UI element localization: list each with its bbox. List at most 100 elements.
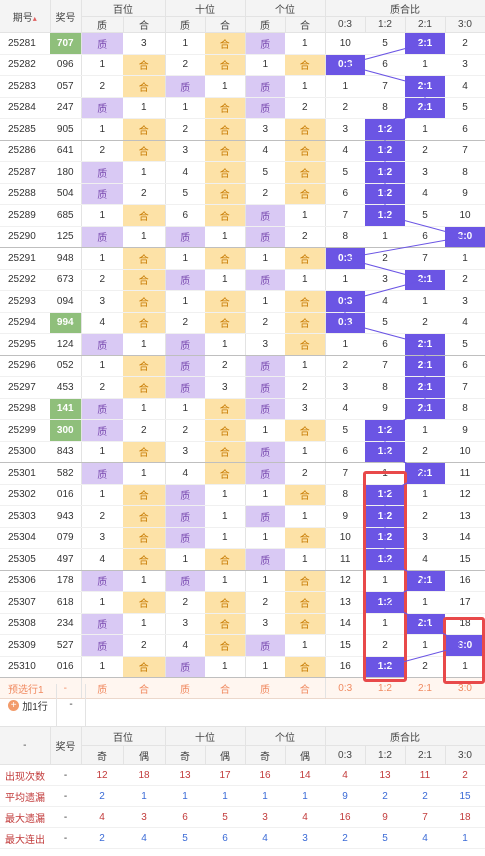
prize-number: 094 bbox=[50, 290, 81, 313]
composite-cell: 合 bbox=[285, 54, 325, 76]
composite-cell: 合 bbox=[123, 591, 165, 614]
prime-cell: 质 bbox=[244, 204, 285, 227]
issue-number: 25301 bbox=[0, 462, 50, 485]
sort-arrows-icon[interactable]: ▴ bbox=[32, 13, 37, 23]
ratio-hit-cell: 2:1 bbox=[405, 32, 445, 55]
prime-cell: 质 bbox=[164, 226, 205, 248]
omission-cell: 1 bbox=[285, 204, 325, 227]
stats-sub-header: 0:3 bbox=[325, 745, 366, 765]
composite-cell: 合 bbox=[285, 118, 325, 141]
ratio-omission-cell: 1 bbox=[405, 290, 445, 313]
stats-value: 3 bbox=[285, 827, 325, 849]
ratio-omission-cell: 3 bbox=[365, 269, 405, 291]
predict-row[interactable]: 预选行1- 质合质合质合 0:3 1:2 2:1 3:0 bbox=[0, 677, 485, 699]
omission-cell: 1 bbox=[123, 161, 165, 184]
predict-option[interactable]: 质 bbox=[165, 677, 205, 699]
predict-option[interactable]: 合 bbox=[205, 677, 245, 699]
ratio-omission-cell: 7 bbox=[324, 462, 365, 485]
composite-cell: 合 bbox=[285, 161, 325, 184]
composite-cell: 合 bbox=[205, 54, 245, 76]
ratio-omission-cell: 6 bbox=[445, 355, 485, 377]
ratio-hit-cell: 1:2 bbox=[365, 161, 405, 184]
table-row: 25286 641 2 合 3 合 4 合 4 1:2 2 7 bbox=[0, 140, 485, 162]
omission-cell: 1 bbox=[80, 54, 123, 76]
issue-number: 25292 bbox=[0, 269, 50, 291]
omission-cell: 1 bbox=[164, 32, 205, 55]
stats-value: 4 bbox=[123, 827, 165, 849]
prize-number: 685 bbox=[50, 204, 81, 227]
add-row-area: + 加1行 - bbox=[0, 684, 485, 727]
predict-option[interactable]: 2:1 bbox=[405, 677, 445, 699]
composite-cell: 合 bbox=[205, 312, 245, 334]
add-row-button[interactable]: + 加1行 bbox=[0, 684, 56, 726]
table-row: 25288 504 质 2 5 合 2 合 6 1:2 4 9 bbox=[0, 183, 485, 205]
stats-sub-header: 奇 bbox=[165, 745, 206, 765]
ratio-omission-cell: 14 bbox=[324, 613, 365, 635]
predict-option[interactable]: 质 bbox=[245, 677, 285, 699]
omission-cell: 3 bbox=[123, 32, 165, 55]
omission-cell: 2 bbox=[80, 376, 123, 399]
omission-cell: 1 bbox=[205, 75, 245, 98]
composite-cell: 合 bbox=[205, 118, 245, 141]
omission-cell: 1 bbox=[123, 462, 165, 485]
stats-value: 4 bbox=[325, 764, 365, 786]
table-row: 25296 052 1 合质 2 质 1 2 7 2:1 6 bbox=[0, 355, 485, 377]
issue-number: 25302 bbox=[0, 484, 50, 506]
predict-option[interactable]: 0:3 bbox=[324, 677, 365, 699]
ratio-hit-cell: 1:2 bbox=[365, 527, 405, 549]
omission-cell: 3 bbox=[244, 613, 285, 635]
table-row: 25294 994 4 合 2 合 2 合 0:3 5 2 4 bbox=[0, 312, 485, 334]
ratio-omission-cell: 15 bbox=[324, 634, 365, 657]
omission-cell: 1 bbox=[123, 333, 165, 356]
issue-number: 25288 bbox=[0, 183, 50, 205]
prize-number: 504 bbox=[50, 183, 81, 205]
prime-cell: 质 bbox=[80, 613, 123, 635]
add-row-label: 加1行 bbox=[22, 701, 48, 713]
omission-cell: 3 bbox=[164, 441, 205, 463]
composite-cell: 合 bbox=[123, 118, 165, 141]
ratio-omission-cell: 6 bbox=[405, 226, 445, 248]
ratio-omission-cell: 8 bbox=[324, 226, 365, 248]
prime-cell: 质 bbox=[164, 376, 205, 399]
ratio-omission-cell: 14 bbox=[445, 527, 485, 549]
prize-number: 905 bbox=[50, 118, 81, 141]
prize-number: 178 bbox=[50, 570, 81, 592]
prime-cell: 质 bbox=[164, 656, 205, 678]
prize-number: 618 bbox=[50, 591, 81, 614]
table-row: 25303 943 2 合质 1 质 1 9 1:2 2 13 bbox=[0, 505, 485, 528]
omission-cell: 1 bbox=[285, 32, 325, 55]
omission-cell: 1 bbox=[285, 75, 325, 98]
ratio-omission-cell: 3 bbox=[405, 161, 445, 184]
omission-cell: 1 bbox=[244, 484, 285, 506]
ratio-omission-cell: 3 bbox=[324, 118, 365, 141]
ratio-omission-cell: 15 bbox=[445, 548, 485, 571]
prime-cell: 质 bbox=[244, 441, 285, 463]
prize-number: 124 bbox=[50, 333, 81, 356]
ratio-hit-cell: 1:2 bbox=[365, 505, 405, 528]
predict-option[interactable]: 1:2 bbox=[365, 677, 405, 699]
predict-option[interactable]: 质 bbox=[80, 677, 123, 699]
prime-cell: 质 bbox=[244, 269, 285, 291]
composite-cell: 合 bbox=[285, 312, 325, 334]
period-header[interactable]: 期号▴ bbox=[0, 0, 51, 33]
omission-cell: 1 bbox=[205, 505, 245, 528]
ratio-hit-cell: 2:1 bbox=[405, 333, 445, 356]
stats-value: 4 bbox=[405, 827, 445, 849]
predict-option[interactable]: 合 bbox=[285, 677, 325, 699]
stats-value: 15 bbox=[445, 785, 485, 807]
prime-cell: 质 bbox=[244, 226, 285, 248]
omission-cell: 1 bbox=[285, 269, 325, 291]
prize-number: 453 bbox=[50, 376, 81, 399]
sub-header: 质 bbox=[81, 16, 124, 33]
issue-number: 25289 bbox=[0, 204, 50, 227]
ratio-omission-cell: 8 bbox=[445, 161, 485, 184]
prime-cell: 质 bbox=[244, 376, 285, 399]
stats-hundreds-header: 百位 bbox=[81, 727, 166, 746]
ratio-omission-cell: 2 bbox=[445, 269, 485, 291]
omission-cell: 1 bbox=[80, 484, 123, 506]
stats-value: 4 bbox=[245, 827, 285, 849]
predict-option[interactable]: 合 bbox=[123, 677, 165, 699]
stats-value: 16 bbox=[245, 764, 285, 786]
stats-row: 最大遗漏 -4 3 6 5 3 4 16 9 7 18 bbox=[0, 806, 485, 828]
predict-dash: - bbox=[50, 677, 81, 699]
